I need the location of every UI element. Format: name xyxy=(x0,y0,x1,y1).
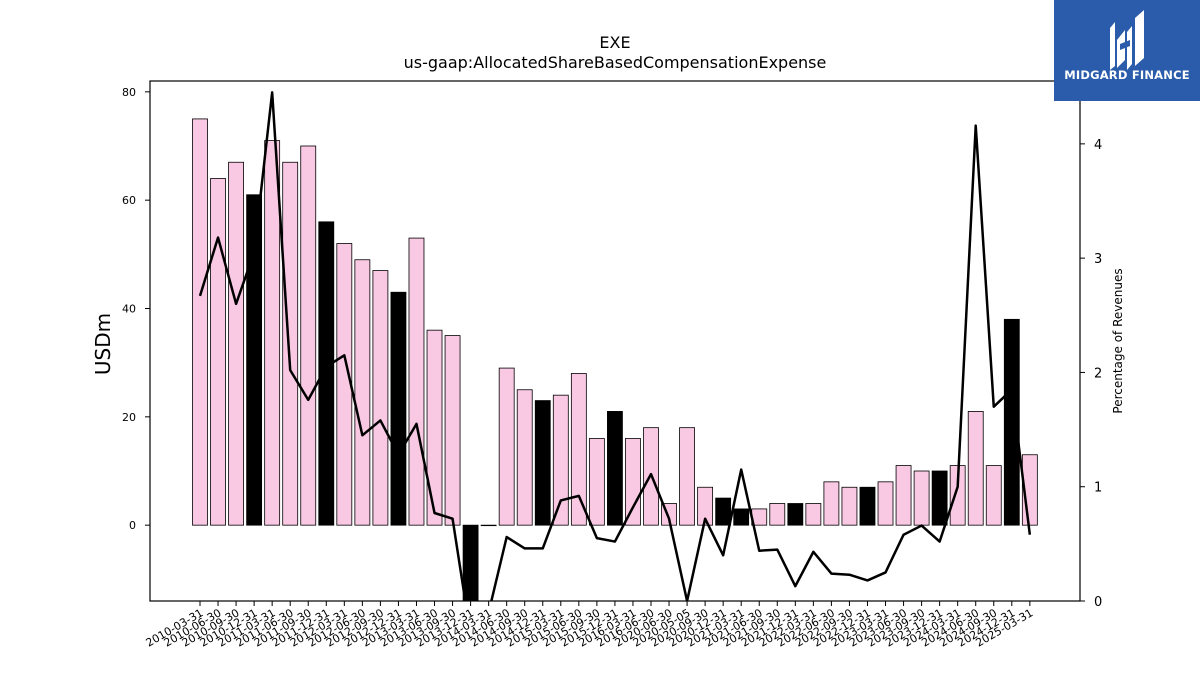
bar xyxy=(372,270,389,526)
revenue-pct-line xyxy=(198,91,1032,601)
bar xyxy=(1003,318,1020,526)
bar xyxy=(246,194,263,526)
y-tick-label: 0 xyxy=(129,519,136,532)
bar xyxy=(697,486,714,526)
midgard-logo-icon xyxy=(1110,10,1144,70)
bar xyxy=(336,243,353,526)
bar xyxy=(733,508,750,526)
y-tick-label: 60 xyxy=(122,194,136,207)
bar xyxy=(282,161,299,526)
y2-axis-label: Percentage of Revenues xyxy=(1111,268,1125,413)
logo-text: MIDGARD FINANCE xyxy=(1064,68,1190,82)
y-tick-label: 20 xyxy=(122,411,136,424)
line-group xyxy=(198,91,1032,601)
bar xyxy=(228,161,244,526)
bar xyxy=(318,221,335,526)
chart-title: EXE xyxy=(599,33,631,52)
bars-group xyxy=(192,118,1038,601)
bar xyxy=(300,145,317,526)
y2-tick-label: 0 xyxy=(1094,595,1102,610)
y2-tick-label: 3 xyxy=(1094,252,1102,267)
bar xyxy=(462,524,479,601)
bar xyxy=(480,524,497,527)
y2-tick-label: 2 xyxy=(1094,366,1102,381)
bar xyxy=(841,486,858,526)
bar xyxy=(787,503,804,526)
bar xyxy=(931,470,948,526)
y2-tick-label: 1 xyxy=(1094,481,1102,496)
y-tick-label: 40 xyxy=(122,303,136,316)
bar xyxy=(444,335,461,526)
bar xyxy=(715,497,732,526)
bar xyxy=(679,427,695,526)
bar xyxy=(426,329,443,526)
bar xyxy=(895,465,912,526)
bar xyxy=(588,438,605,526)
bar xyxy=(859,486,876,526)
y-axis-label: USDm xyxy=(91,313,115,375)
bar xyxy=(264,140,281,526)
bar xyxy=(192,118,208,526)
bar xyxy=(570,373,587,526)
bar xyxy=(498,367,515,526)
bar xyxy=(354,259,371,526)
logo-badge: MIDGARD FINANCE xyxy=(1054,0,1200,101)
bar xyxy=(805,503,822,526)
bar xyxy=(823,481,840,526)
bar xyxy=(967,411,984,526)
bar xyxy=(769,503,786,526)
bar xyxy=(210,178,226,526)
bar xyxy=(985,465,1002,526)
chart-subtitle: us-gaap:AllocatedShareBasedCompensationE… xyxy=(403,53,827,72)
bar xyxy=(408,237,425,526)
bar xyxy=(625,438,641,526)
bar xyxy=(877,481,894,526)
bar xyxy=(913,470,930,526)
bar xyxy=(607,411,623,526)
y2-tick-label: 4 xyxy=(1094,138,1102,153)
bar xyxy=(534,400,551,526)
bar xyxy=(516,389,533,526)
y-tick-label: 80 xyxy=(122,86,136,99)
bar xyxy=(390,291,407,526)
bar xyxy=(552,394,569,526)
